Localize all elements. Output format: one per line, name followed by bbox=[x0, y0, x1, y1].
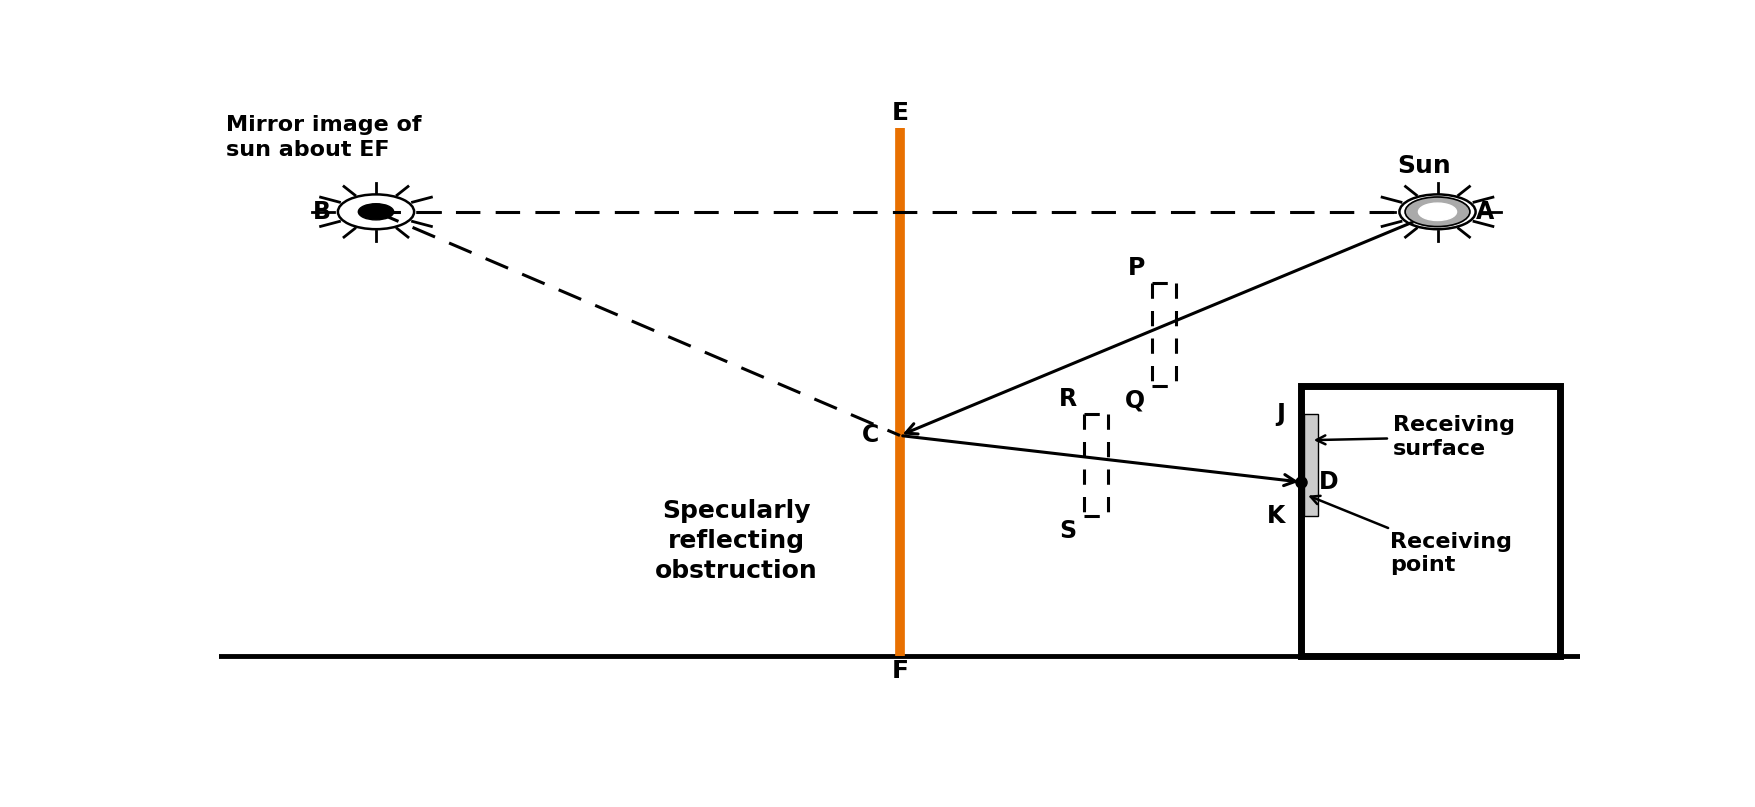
Text: E: E bbox=[892, 101, 907, 125]
Text: Sun: Sun bbox=[1397, 153, 1450, 178]
Text: Specularly
reflecting
obstruction: Specularly reflecting obstruction bbox=[655, 500, 818, 583]
Text: Receiving
point: Receiving point bbox=[1309, 495, 1511, 575]
Bar bbox=[1300, 386, 1558, 656]
Text: R: R bbox=[1058, 387, 1076, 411]
Text: P: P bbox=[1127, 256, 1144, 280]
Text: S: S bbox=[1058, 520, 1076, 543]
Circle shape bbox=[1404, 197, 1469, 227]
Text: Q: Q bbox=[1125, 389, 1144, 413]
Text: K: K bbox=[1265, 504, 1285, 529]
Circle shape bbox=[358, 203, 393, 220]
Text: C: C bbox=[862, 424, 879, 448]
Text: J: J bbox=[1276, 402, 1285, 426]
Text: A: A bbox=[1474, 200, 1494, 224]
Circle shape bbox=[1418, 203, 1455, 220]
Text: D: D bbox=[1318, 470, 1337, 494]
Text: B: B bbox=[312, 200, 332, 224]
Text: Receiving
surface: Receiving surface bbox=[1316, 416, 1515, 458]
Bar bbox=[1304, 414, 1316, 516]
Text: Mirror image of
sun about EF: Mirror image of sun about EF bbox=[226, 115, 421, 161]
Text: F: F bbox=[892, 659, 907, 684]
